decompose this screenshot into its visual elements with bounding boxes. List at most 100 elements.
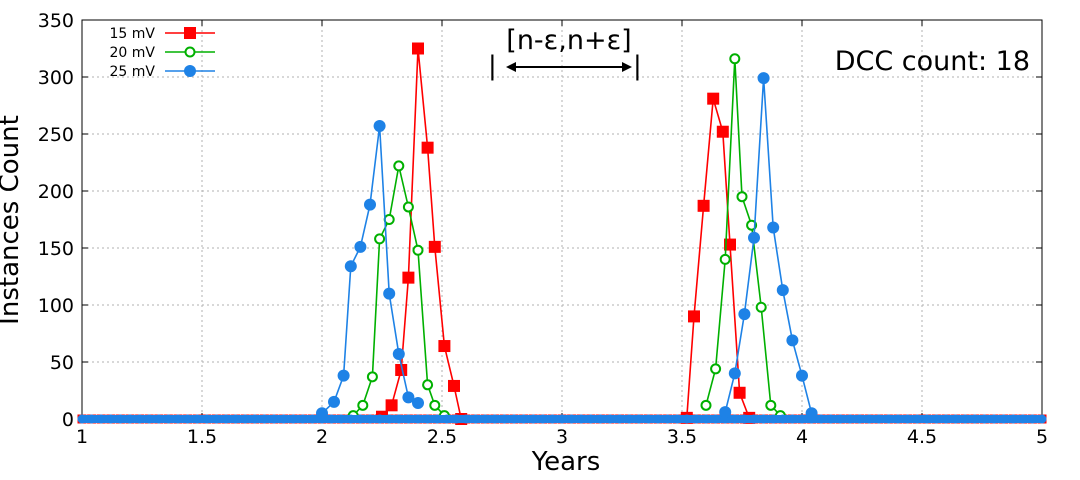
data-point-circle [383,287,396,300]
legend-label: 20 mV [110,45,156,61]
data-point-circle [240,414,250,424]
data-point-circle [739,414,749,424]
data-point-circle [893,414,903,424]
data-point-circle [912,414,922,424]
data-point-circle [354,240,367,253]
data-point-square [428,240,441,253]
data-point-circle [874,414,884,424]
y-tick-label: 150 [38,238,74,260]
data-point-square [385,399,398,412]
data-point-circle [154,414,164,424]
data-point-open-circle [366,371,378,383]
data-point-circle [787,414,797,424]
data-point-circle [557,414,567,424]
data-point-circle [757,72,770,85]
data-point-circle [384,414,394,424]
series-25-mv [77,72,1047,424]
data-point-circle [364,198,376,211]
data-point-circle [960,414,970,424]
x-tick-label: 3.5 [667,426,697,448]
data-point-circle [634,414,644,424]
data-point-open-circle [402,201,414,213]
data-point-square [688,310,700,323]
data-point-square [402,271,415,284]
interval-bracket-right: | [633,51,642,81]
data-point-circle [979,414,989,424]
interval-label: [n-ε,n+ε] [506,25,631,56]
data-point-circle [163,414,173,424]
data-point-circle [461,414,471,424]
y-tick-label: 200 [38,181,74,203]
data-point-circle [691,414,701,424]
data-point-circle [365,414,375,424]
x-tick-label: 1 [76,426,88,448]
data-point-circle [835,414,845,424]
data-point-circle [883,414,893,424]
data-point-open-circle [357,399,369,411]
data-point-circle [259,414,269,424]
data-point-circle [432,414,442,424]
data-point-circle [173,414,183,424]
series-line [724,78,813,414]
data-point-circle [786,334,799,347]
data-point-circle [392,348,405,361]
data-point-circle [135,414,145,424]
x-tick-label: 2.5 [427,426,457,448]
plot-frame [81,19,1043,420]
data-point-circle [106,414,116,424]
data-point-circle [797,414,807,424]
x-axis-title: Years [531,447,601,477]
data-point-circle [499,414,509,424]
data-point-square [697,199,710,212]
data-point-circle [528,414,538,424]
data-point-circle [1027,414,1037,424]
data-point-circle [624,414,634,424]
data-point-open-circle [755,301,767,313]
data-point-square [707,92,720,105]
data-point-circle [184,65,196,77]
data-point-circle [922,414,932,424]
data-point-circle [748,231,760,244]
data-point-circle [298,414,308,424]
data-point-circle [77,414,87,424]
data-point-circle [115,414,125,424]
data-point-circle [595,414,605,424]
data-point-circle [653,414,663,424]
data-point-circle [451,414,461,424]
data-point-open-circle [729,53,741,65]
legend: 15 mV 20 mV 25 mV [110,26,215,80]
data-point-circle [776,284,789,297]
data-point-open-circle [719,253,731,265]
series-15-mv [77,42,1047,425]
data-point-circle [442,414,452,424]
data-point-circle [999,414,1009,424]
data-point-open-circle [393,160,405,172]
x-tick-label: 4.5 [907,426,937,448]
data-point-circle [805,407,818,420]
y-tick-label: 100 [38,295,74,317]
data-point-open-circle [184,46,196,58]
data-point-square [438,340,451,353]
data-point-circle [221,414,231,424]
data-point-circle [337,369,350,382]
data-point-square [412,42,424,55]
data-point-circle [738,308,751,321]
data-point-circle [328,395,340,408]
data-point-circle [316,407,328,420]
data-point-circle [509,414,519,424]
data-point-circle [931,414,941,424]
data-point-open-circle [383,214,395,225]
x-tick-label: 4 [796,426,808,448]
y-axis-title: Instances Count [0,115,25,325]
data-point-circle [373,120,386,133]
data-point-circle [701,414,711,424]
data-point-circle [826,414,836,424]
data-point-circle [903,414,913,424]
data-point-circle [855,414,865,424]
data-point-circle [144,414,154,424]
data-point-circle [730,414,740,424]
data-point-circle [845,414,855,424]
data-point-circle [576,414,586,424]
data-point-circle [749,414,759,424]
